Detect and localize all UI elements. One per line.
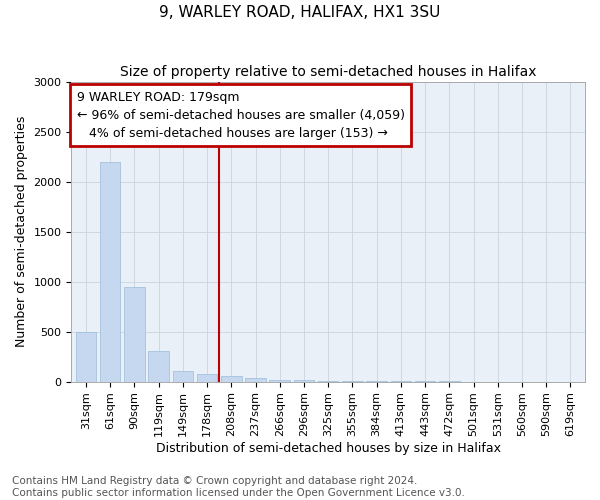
Bar <box>269 380 290 382</box>
Bar <box>197 374 217 382</box>
Bar <box>124 286 145 382</box>
Bar <box>293 380 314 382</box>
Bar <box>100 162 121 382</box>
Bar <box>148 350 169 382</box>
Bar <box>245 378 266 382</box>
Y-axis label: Number of semi-detached properties: Number of semi-detached properties <box>15 116 28 348</box>
Bar <box>318 380 338 382</box>
Text: Contains HM Land Registry data © Crown copyright and database right 2024.
Contai: Contains HM Land Registry data © Crown c… <box>12 476 465 498</box>
Title: Size of property relative to semi-detached houses in Halifax: Size of property relative to semi-detach… <box>120 65 536 79</box>
Bar <box>173 370 193 382</box>
X-axis label: Distribution of semi-detached houses by size in Halifax: Distribution of semi-detached houses by … <box>156 442 501 455</box>
Text: 9 WARLEY ROAD: 179sqm
← 96% of semi-detached houses are smaller (4,059)
   4% of: 9 WARLEY ROAD: 179sqm ← 96% of semi-deta… <box>77 90 404 140</box>
Bar <box>76 332 96 382</box>
Bar <box>342 381 363 382</box>
Bar <box>221 376 242 382</box>
Text: 9, WARLEY ROAD, HALIFAX, HX1 3SU: 9, WARLEY ROAD, HALIFAX, HX1 3SU <box>160 5 440 20</box>
